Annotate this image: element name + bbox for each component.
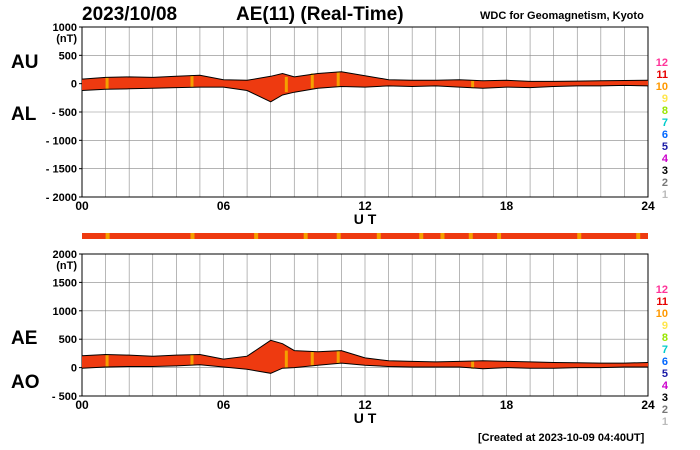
y-tick-label: - 1000	[46, 135, 77, 147]
status-bar-segment	[419, 233, 424, 239]
status-bar-segment	[577, 233, 582, 239]
legend-label: 10	[656, 308, 668, 320]
x-tick-label: 18	[500, 398, 514, 412]
x-axis-label: U T	[354, 211, 377, 227]
y-tick-label: 500	[59, 50, 77, 62]
status-bar-segment	[105, 233, 110, 239]
activity-stripe	[105, 354, 109, 368]
x-tick-label: 18	[500, 199, 514, 213]
legend-label: 3	[662, 165, 668, 177]
y-tick-label: 500	[59, 334, 77, 346]
activity-stripe	[471, 360, 475, 369]
status-bar-segment	[440, 233, 445, 239]
series-lower-line	[81, 362, 648, 374]
activity-stripe	[310, 73, 314, 89]
y-axis-unit-label: (nT)	[56, 33, 77, 45]
legend-label: 1	[662, 189, 668, 201]
status-bar-segment	[190, 233, 195, 239]
status-bar-segment	[336, 233, 341, 239]
legend-label: 8	[662, 105, 668, 117]
ao-label: AO	[11, 372, 40, 393]
source-label: WDC for Geomagnetism, Kyoto	[480, 10, 644, 22]
y-tick-label: - 500	[52, 107, 77, 119]
x-tick-label: 00	[75, 199, 89, 213]
legend-label: 12	[656, 284, 668, 296]
x-tick-label: 12	[358, 398, 372, 412]
y-tick-label: 1000	[53, 306, 77, 318]
band-fill	[82, 340, 648, 374]
series-upper-line	[81, 71, 649, 82]
activity-stripe	[284, 350, 288, 368]
page-title: AE(11) (Real-Time)	[236, 4, 404, 25]
legend-label: 7	[662, 117, 668, 129]
status-bar	[82, 233, 648, 239]
x-tick-label: 00	[75, 398, 89, 412]
legend-label: 9	[662, 320, 668, 332]
legend-label: 7	[662, 344, 668, 356]
y-tick-label: - 1500	[46, 164, 77, 176]
y-tick-label: 1500	[53, 277, 77, 289]
created-timestamp: [Created at 2023-10-09 04:40UT]	[478, 432, 645, 444]
plot-frame	[81, 253, 649, 397]
x-tick-label: 12	[358, 199, 372, 213]
legend-label: 5	[662, 141, 668, 153]
legend-label: 2	[662, 404, 668, 416]
status-bar-segment	[303, 233, 308, 239]
x-tick-label: 24	[641, 398, 655, 412]
al-label: AL	[11, 104, 37, 125]
status-bar-segment	[254, 233, 259, 239]
ae-label: AE	[11, 328, 38, 349]
y-tick-label: 2000	[53, 249, 77, 261]
legend-label: 4	[662, 380, 669, 392]
activity-stripe	[190, 354, 194, 365]
legend-label: 11	[656, 69, 668, 81]
series-upper-line	[81, 339, 649, 364]
y-axis-unit-label: (nT)	[56, 260, 77, 272]
legend-label: 2	[662, 177, 668, 189]
activity-stripe	[190, 75, 194, 88]
activity-stripe	[105, 77, 109, 90]
x-axis-label: U T	[354, 410, 377, 426]
legend-label: 12	[656, 57, 668, 69]
y-tick-label: - 500	[52, 391, 77, 403]
activity-stripe	[310, 351, 314, 366]
legend-label: 10	[656, 81, 668, 93]
legend-label: 5	[662, 368, 668, 380]
series-lower-line	[81, 84, 649, 103]
legend-label: 8	[662, 332, 668, 344]
legend-label: 4	[662, 153, 669, 165]
status-bar-segment	[636, 233, 641, 239]
legend-label: 6	[662, 356, 668, 368]
activity-stripe	[336, 350, 340, 364]
activity-stripe	[284, 76, 288, 93]
legend-label: 1	[662, 416, 668, 428]
activity-stripe	[471, 80, 475, 89]
x-tick-label: 24	[641, 199, 655, 213]
x-tick-label: 06	[217, 398, 231, 412]
y-tick-label: 0	[71, 363, 77, 375]
legend-label: 11	[656, 296, 668, 308]
legend-label: 6	[662, 129, 668, 141]
legend-label: 3	[662, 392, 668, 404]
y-tick-label: 1000	[53, 22, 77, 34]
date-label: 2023/10/08	[82, 4, 178, 25]
y-tick-label: - 2000	[46, 192, 77, 204]
status-bar-segment	[468, 233, 473, 239]
legend-label: 9	[662, 93, 668, 105]
activity-stripe	[336, 71, 340, 87]
x-tick-label: 06	[217, 199, 231, 213]
y-tick-label: 0	[71, 79, 77, 91]
status-bar-segment	[376, 233, 381, 239]
au-label: AU	[11, 52, 39, 73]
status-bar-segment	[497, 233, 502, 239]
